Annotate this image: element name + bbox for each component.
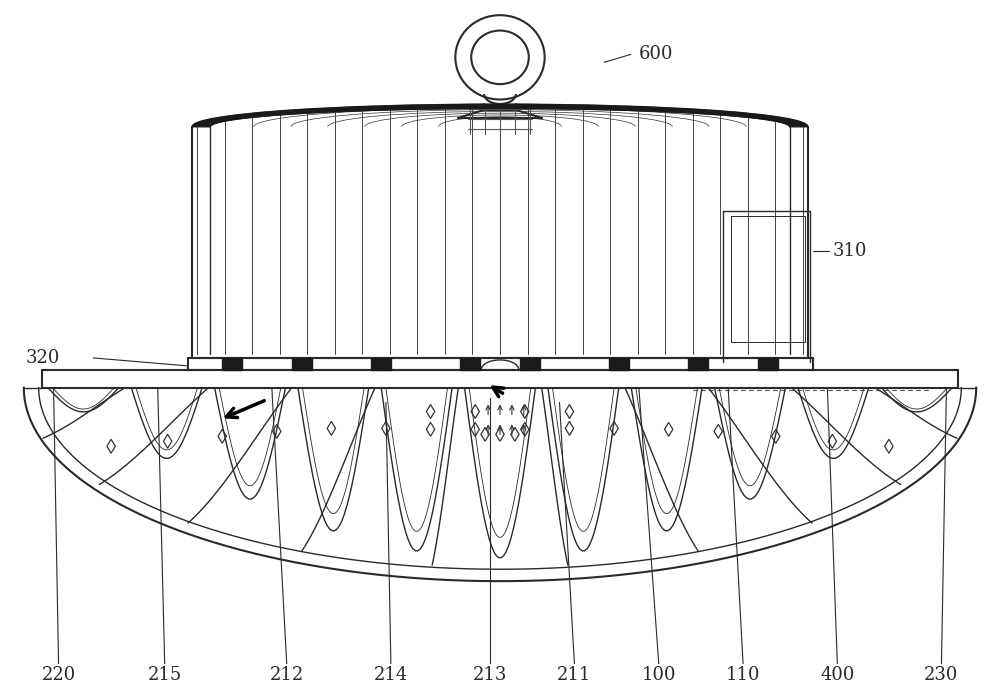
Text: 230: 230 <box>924 666 959 685</box>
Text: 213: 213 <box>473 666 507 685</box>
Text: 211: 211 <box>557 666 592 685</box>
Bar <box>371 358 391 370</box>
Text: 400: 400 <box>820 666 854 685</box>
Text: 320: 320 <box>26 349 60 367</box>
Bar <box>758 358 778 370</box>
Text: 100: 100 <box>641 666 676 685</box>
Text: 310: 310 <box>832 241 867 260</box>
Bar <box>292 358 312 370</box>
Text: 215: 215 <box>148 666 182 685</box>
Bar <box>609 358 629 370</box>
Text: 212: 212 <box>270 666 304 685</box>
Text: 220: 220 <box>41 666 76 685</box>
Bar <box>222 358 242 370</box>
Bar <box>520 358 540 370</box>
Bar <box>688 358 708 370</box>
Text: 110: 110 <box>726 666 760 685</box>
Text: 600: 600 <box>639 46 673 64</box>
Bar <box>460 358 480 370</box>
Polygon shape <box>192 104 808 127</box>
Text: 214: 214 <box>374 666 408 685</box>
